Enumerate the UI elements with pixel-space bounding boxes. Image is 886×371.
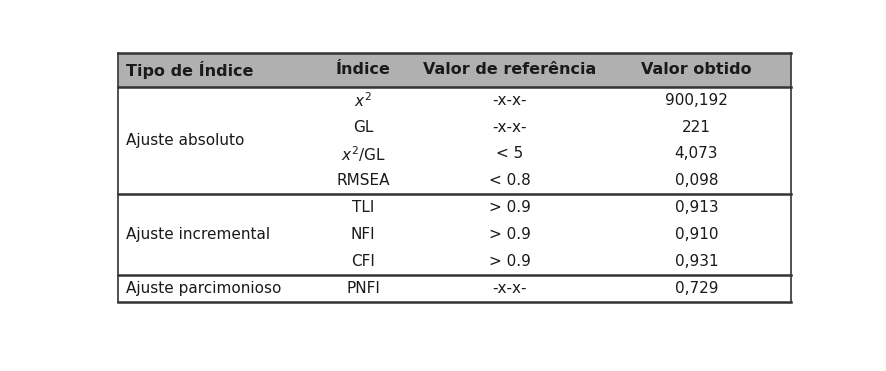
Bar bbox=[118, 53, 790, 87]
Text: TLI: TLI bbox=[352, 200, 375, 215]
Text: Índice: Índice bbox=[336, 62, 391, 78]
Text: PNFI: PNFI bbox=[346, 281, 380, 296]
Text: 221: 221 bbox=[682, 119, 711, 135]
Text: 0,913: 0,913 bbox=[674, 200, 719, 215]
Text: RMSEA: RMSEA bbox=[337, 173, 390, 188]
Text: $x^2$: $x^2$ bbox=[354, 91, 372, 109]
Text: 0,098: 0,098 bbox=[674, 173, 718, 188]
Text: 4,073: 4,073 bbox=[674, 147, 718, 161]
Text: $x^2$/GL: $x^2$/GL bbox=[341, 144, 385, 164]
Text: -x-x-: -x-x- bbox=[493, 119, 527, 135]
Text: 0,910: 0,910 bbox=[674, 227, 718, 242]
Text: -x-x-: -x-x- bbox=[493, 93, 527, 108]
Text: > 0.9: > 0.9 bbox=[489, 227, 531, 242]
Text: CFI: CFI bbox=[351, 254, 375, 269]
Text: < 0.8: < 0.8 bbox=[489, 173, 531, 188]
Text: Ajuste absoluto: Ajuste absoluto bbox=[126, 133, 244, 148]
Text: Valor obtido: Valor obtido bbox=[641, 62, 751, 78]
Text: Valor de referência: Valor de referência bbox=[423, 62, 596, 78]
Text: > 0.9: > 0.9 bbox=[489, 254, 531, 269]
Text: GL: GL bbox=[353, 119, 373, 135]
Text: < 5: < 5 bbox=[496, 147, 524, 161]
Text: 0,931: 0,931 bbox=[674, 254, 719, 269]
Text: Tipo de Índice: Tipo de Índice bbox=[126, 61, 253, 79]
Text: 0,729: 0,729 bbox=[674, 281, 718, 296]
Text: Ajuste incremental: Ajuste incremental bbox=[126, 227, 270, 242]
Text: > 0.9: > 0.9 bbox=[489, 200, 531, 215]
Text: -x-x-: -x-x- bbox=[493, 281, 527, 296]
Text: NFI: NFI bbox=[351, 227, 376, 242]
Text: Ajuste parcimonioso: Ajuste parcimonioso bbox=[126, 281, 281, 296]
Text: 900,192: 900,192 bbox=[664, 93, 727, 108]
